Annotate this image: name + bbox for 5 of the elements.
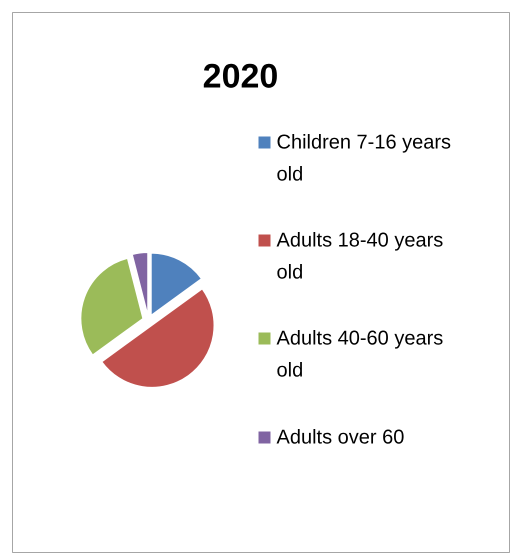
legend-label: Adults 40-60 years old bbox=[276, 328, 444, 382]
legend-label: Adults 18-40 years old bbox=[276, 230, 444, 284]
legend-label: Adults over 60 bbox=[276, 426, 404, 448]
chart-title: 2020 bbox=[202, 58, 278, 96]
legend-label: Children 7-16 years old bbox=[276, 132, 452, 186]
